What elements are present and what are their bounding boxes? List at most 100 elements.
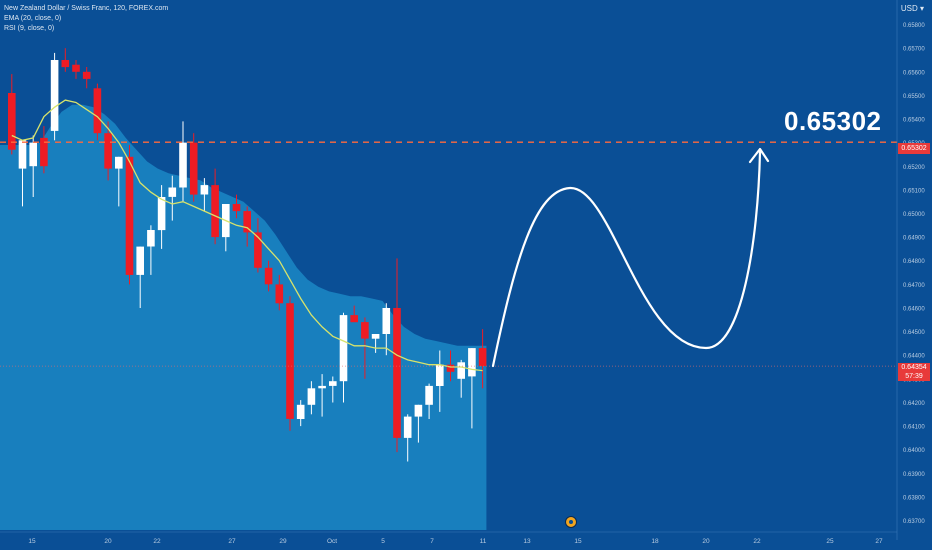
candle: [147, 225, 155, 275]
time-tick-label: 7: [430, 538, 434, 545]
candle-body: [125, 156, 134, 275]
projection-path: [491, 147, 770, 368]
candle: [72, 60, 80, 79]
arrowhead-icon: [748, 147, 770, 164]
candle-body: [61, 60, 70, 68]
time-tick-label: 22: [153, 538, 161, 545]
price-tick-label: 0.65100: [903, 188, 925, 194]
candle: [50, 52, 59, 141]
candle-body: [425, 385, 433, 405]
candle-body: [232, 204, 241, 212]
candle: [286, 296, 294, 431]
candle-body: [115, 156, 123, 169]
candle: [211, 168, 219, 245]
time-tick-label: 15: [28, 538, 36, 545]
legend-ema[interactable]: EMA (20, close, 0): [4, 15, 62, 22]
price-tick-label: 0.64900: [903, 236, 925, 242]
legend-rsi[interactable]: RSI (9, close, 0): [4, 25, 55, 32]
candle: [82, 67, 91, 89]
candle-body: [168, 187, 177, 197]
candle-body: [18, 140, 27, 169]
time-tick-label: Oct: [327, 538, 337, 545]
candle: [18, 140, 27, 207]
candle: [200, 178, 209, 212]
price-tick-label: 0.65400: [903, 118, 925, 124]
candle: [243, 206, 251, 247]
candle-body: [371, 334, 380, 339]
time-tick-label: 13: [523, 538, 531, 545]
candle-body: [179, 142, 187, 188]
candle: [264, 260, 273, 292]
price-tick-label: 0.64800: [903, 259, 925, 265]
candle: [104, 121, 112, 181]
candle-body: [147, 230, 155, 247]
candle: [157, 185, 166, 249]
candle: [189, 133, 198, 202]
candle-body: [157, 197, 166, 231]
time-tick-label: 22: [753, 538, 761, 545]
candle-body: [457, 362, 465, 379]
candle-body: [478, 348, 487, 367]
time-tick-label: 20: [104, 538, 112, 545]
legend-symbol[interactable]: New Zealand Dollar / Swiss Franc, 120, F…: [4, 5, 169, 12]
candle-body: [286, 303, 294, 419]
candle: [382, 303, 391, 356]
candle-body: [264, 267, 273, 285]
time-tick-label: 11: [480, 538, 487, 545]
candle: [136, 246, 144, 308]
candle-body: [414, 404, 423, 417]
candle: [275, 274, 284, 311]
candle-body: [329, 381, 337, 386]
candle: [339, 312, 348, 403]
price-tick-label: 0.65200: [903, 165, 925, 171]
candle: [29, 135, 37, 197]
time-axis[interactable]: 15 20 22 27 29 Oct 5 7 11 13 15 18 20 22 25 27: [0, 531, 897, 545]
candle-body: [382, 308, 391, 334]
candle: [371, 334, 380, 353]
candle-body: [29, 142, 37, 167]
price-tick-label: 0.64200: [903, 401, 925, 407]
candle: [361, 317, 369, 379]
price-tick-label: 0.64000: [903, 448, 925, 454]
target-price-tag: 0.65302: [898, 143, 930, 154]
candle: [329, 376, 337, 403]
chart-legend: New Zealand Dollar / Swiss Franc, 120, F…: [4, 4, 168, 34]
price-lines: [0, 141, 897, 367]
candle-body: [104, 133, 112, 169]
price-tick-label: 0.64100: [903, 425, 925, 431]
currency-selector[interactable]: USD ▾: [900, 4, 924, 13]
candle: [403, 414, 412, 462]
candle: [254, 218, 262, 273]
events-icon[interactable]: [565, 516, 577, 528]
candle-body: [93, 88, 102, 134]
ema-line-path: [11, 99, 483, 372]
price-tick-label: 0.63900: [903, 472, 925, 478]
candle: [232, 194, 241, 219]
candle: [478, 329, 487, 389]
candle: [307, 381, 316, 415]
candle-body: [307, 388, 316, 405]
candle: [350, 305, 358, 323]
target-price-annotation: 0.65302: [784, 106, 882, 136]
candle-body: [468, 348, 476, 377]
candle-body: [350, 315, 358, 323]
candle: [179, 121, 187, 202]
ema-area-fill: [0, 104, 487, 531]
candle: [468, 348, 476, 429]
candle: [168, 175, 177, 221]
price-tick-label: 0.65500: [903, 94, 925, 100]
candle-body: [50, 60, 59, 131]
candle: [125, 145, 134, 285]
time-tick-label: 20: [702, 538, 710, 545]
price-tick-label: 0.64500: [903, 330, 925, 336]
ema-line: [11, 99, 483, 372]
candle-body: [200, 185, 209, 195]
ema-area: [0, 104, 487, 531]
candle: [318, 374, 326, 417]
candle: [296, 400, 305, 427]
candle: [40, 126, 48, 174]
candle-body: [189, 142, 198, 195]
candle: [425, 383, 433, 419]
